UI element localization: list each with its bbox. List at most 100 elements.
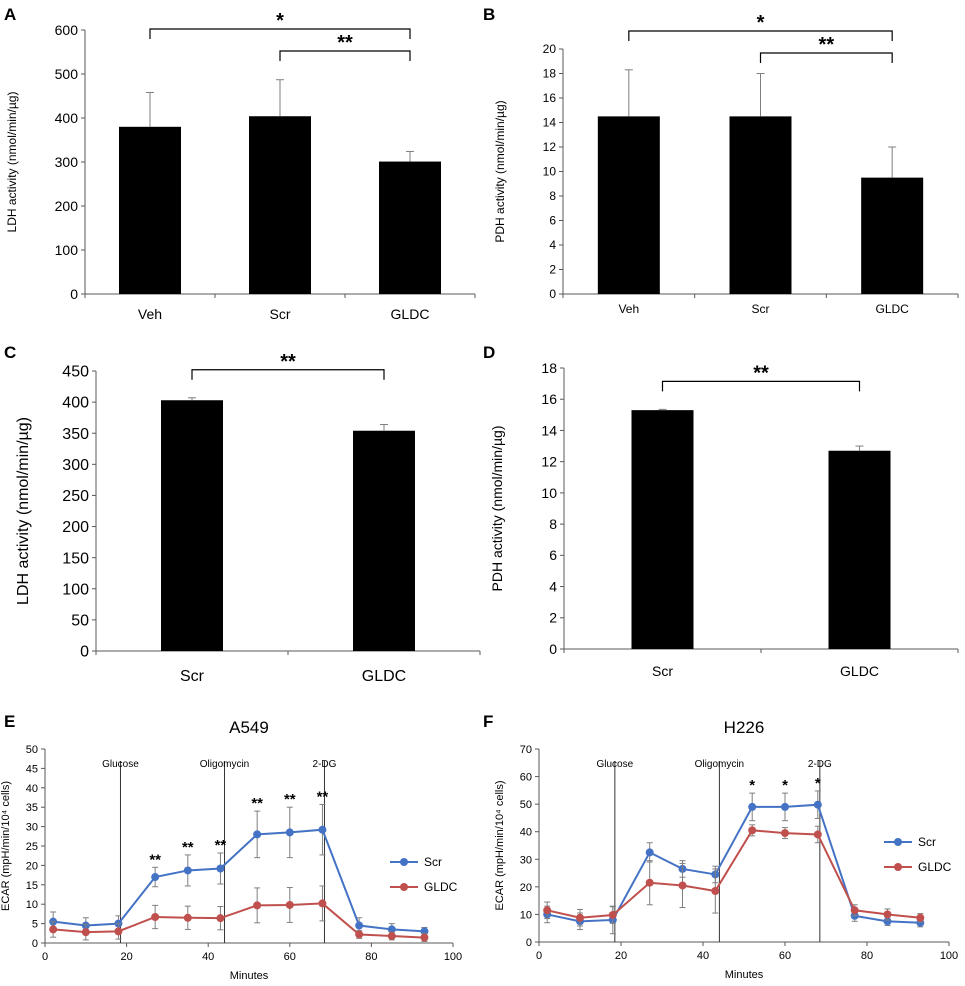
x-tick-label: 100 [444,951,462,963]
data-point-scr [645,848,654,857]
bar-scr [729,116,792,294]
data-point-scr [183,866,192,875]
category-label: Scr [652,663,673,679]
legend-marker [400,883,408,891]
y-tick-label: 300 [55,154,79,170]
y-tick-label: 0 [70,286,78,302]
y-tick-label: 6 [549,214,556,228]
y-tick-label: 450 [62,364,89,381]
panel-label-c: C [4,343,16,362]
data-point-scr [318,825,327,834]
y-tick-label: 150 [62,550,89,567]
data-point-gldc [81,928,90,937]
injection-label: 2-DG [808,759,832,770]
y-tick-label: 14 [541,422,557,438]
y-axis-label: ECAR (mpH/min/10⁴ cells) [0,781,12,911]
data-point-scr [748,802,757,811]
bar-scr [631,410,694,649]
y-tick-label: 10 [520,909,532,921]
y-tick-label: 12 [541,454,557,470]
y-tick-label: 200 [55,198,79,214]
injection-label: Glucose [597,759,634,770]
x-tick-label: 100 [940,950,958,962]
bar-chart-a: 0 100 200 300 400 500 600 LDH activity (nmol/mi… [5,10,476,322]
data-point-gldc [387,932,396,941]
data-point-gldc [813,830,822,839]
significance-label: ** [819,34,835,56]
bar-chart-c: 0 50 100 150 200 250 300 350 400 450 LDH activity … [15,351,481,685]
panel-label-b: B [483,5,495,24]
x-tick-label: 20 [615,950,627,962]
y-tick-label: 4 [549,578,557,594]
y-tick-label: 30 [520,854,532,866]
significance-star: * [782,777,788,794]
data-point-scr [285,828,294,837]
injection-label: Oligomycin [200,759,249,770]
panel-label-f: F [483,712,493,731]
y-axis-label: ECAR (mpH/min/10⁴ cells) [494,780,506,910]
series-line-scr [53,828,425,933]
significance-bracket [628,30,893,41]
chart-title: A549 [229,718,269,737]
line-chart-f: H226 0 10 20 30 40 50 60 70 0 20 40 60 80 100 Minutes EC… [494,718,958,981]
bar-gldc [861,177,924,294]
y-axis-label: LDH activity (nmol/min/µg) [15,417,32,605]
category-label: Veh [138,306,162,322]
bar-scr [249,116,311,295]
bar-chart-b: 0 2 4 6 8 10 12 14 16 18 20 PDH activity (nmol/min/… [493,12,959,316]
y-tick-label: 5 [32,919,38,931]
y-tick-label: 0 [549,287,556,301]
category-label: Scr [752,302,770,316]
bar-scr [161,400,223,651]
y-tick-label: 50 [26,744,38,756]
category-label: Veh [618,302,639,316]
y-tick-label: 200 [62,519,89,536]
y-tick-label: 300 [62,457,89,474]
y-tick-label: 10 [543,165,557,179]
y-axis-label: PDH activity (nmol/min/µg) [493,100,507,242]
y-tick-label: 500 [55,66,79,82]
data-point-scr [216,864,225,873]
data-point-gldc [355,930,364,939]
legend-marker [400,858,408,866]
series-line-scr [546,803,921,924]
x-axis-label: Minutes [725,969,764,981]
y-tick-label: 12 [543,140,557,154]
significance-bracket [149,28,411,39]
data-point-gldc [645,878,654,887]
line-chart-e: A549 0 5 10 15 20 25 30 35 40 45 50 0 20 40 60 80 100 Minu… [0,718,462,982]
data-point-gldc [678,881,687,890]
significance-star: ** [149,851,161,868]
legend-marker [894,863,902,871]
significance-label: ** [280,351,296,373]
y-tick-label: 50 [71,612,89,629]
data-point-gldc [183,913,192,922]
significance-bracket [191,369,385,380]
category-label: GLDC [840,663,879,679]
y-tick-label: 35 [26,802,38,814]
y-tick-label: 20 [543,42,557,56]
data-point-gldc [608,910,617,919]
bar-veh [597,116,660,294]
y-tick-label: 2 [549,610,557,626]
y-tick-label: 350 [62,426,89,443]
y-tick-label: 15 [26,880,38,892]
y-tick-label: 60 [520,772,532,784]
y-tick-label: 40 [520,827,532,839]
significance-bracket [661,380,861,392]
y-tick-label: 25 [26,841,38,853]
significance-star: * [749,777,755,794]
category-label: Scr [180,668,205,685]
y-tick-label: 8 [549,189,556,203]
data-point-gldc [576,913,584,922]
data-point-gldc [748,826,757,835]
significance-star: ** [251,795,263,812]
bar-gldc [353,430,415,651]
data-point-gldc [216,914,225,923]
x-tick-label: 0 [42,951,48,963]
x-tick-label: 0 [536,950,542,962]
significance-bracket [759,52,893,63]
data-point-scr [781,802,789,811]
data-point-gldc [151,913,160,922]
